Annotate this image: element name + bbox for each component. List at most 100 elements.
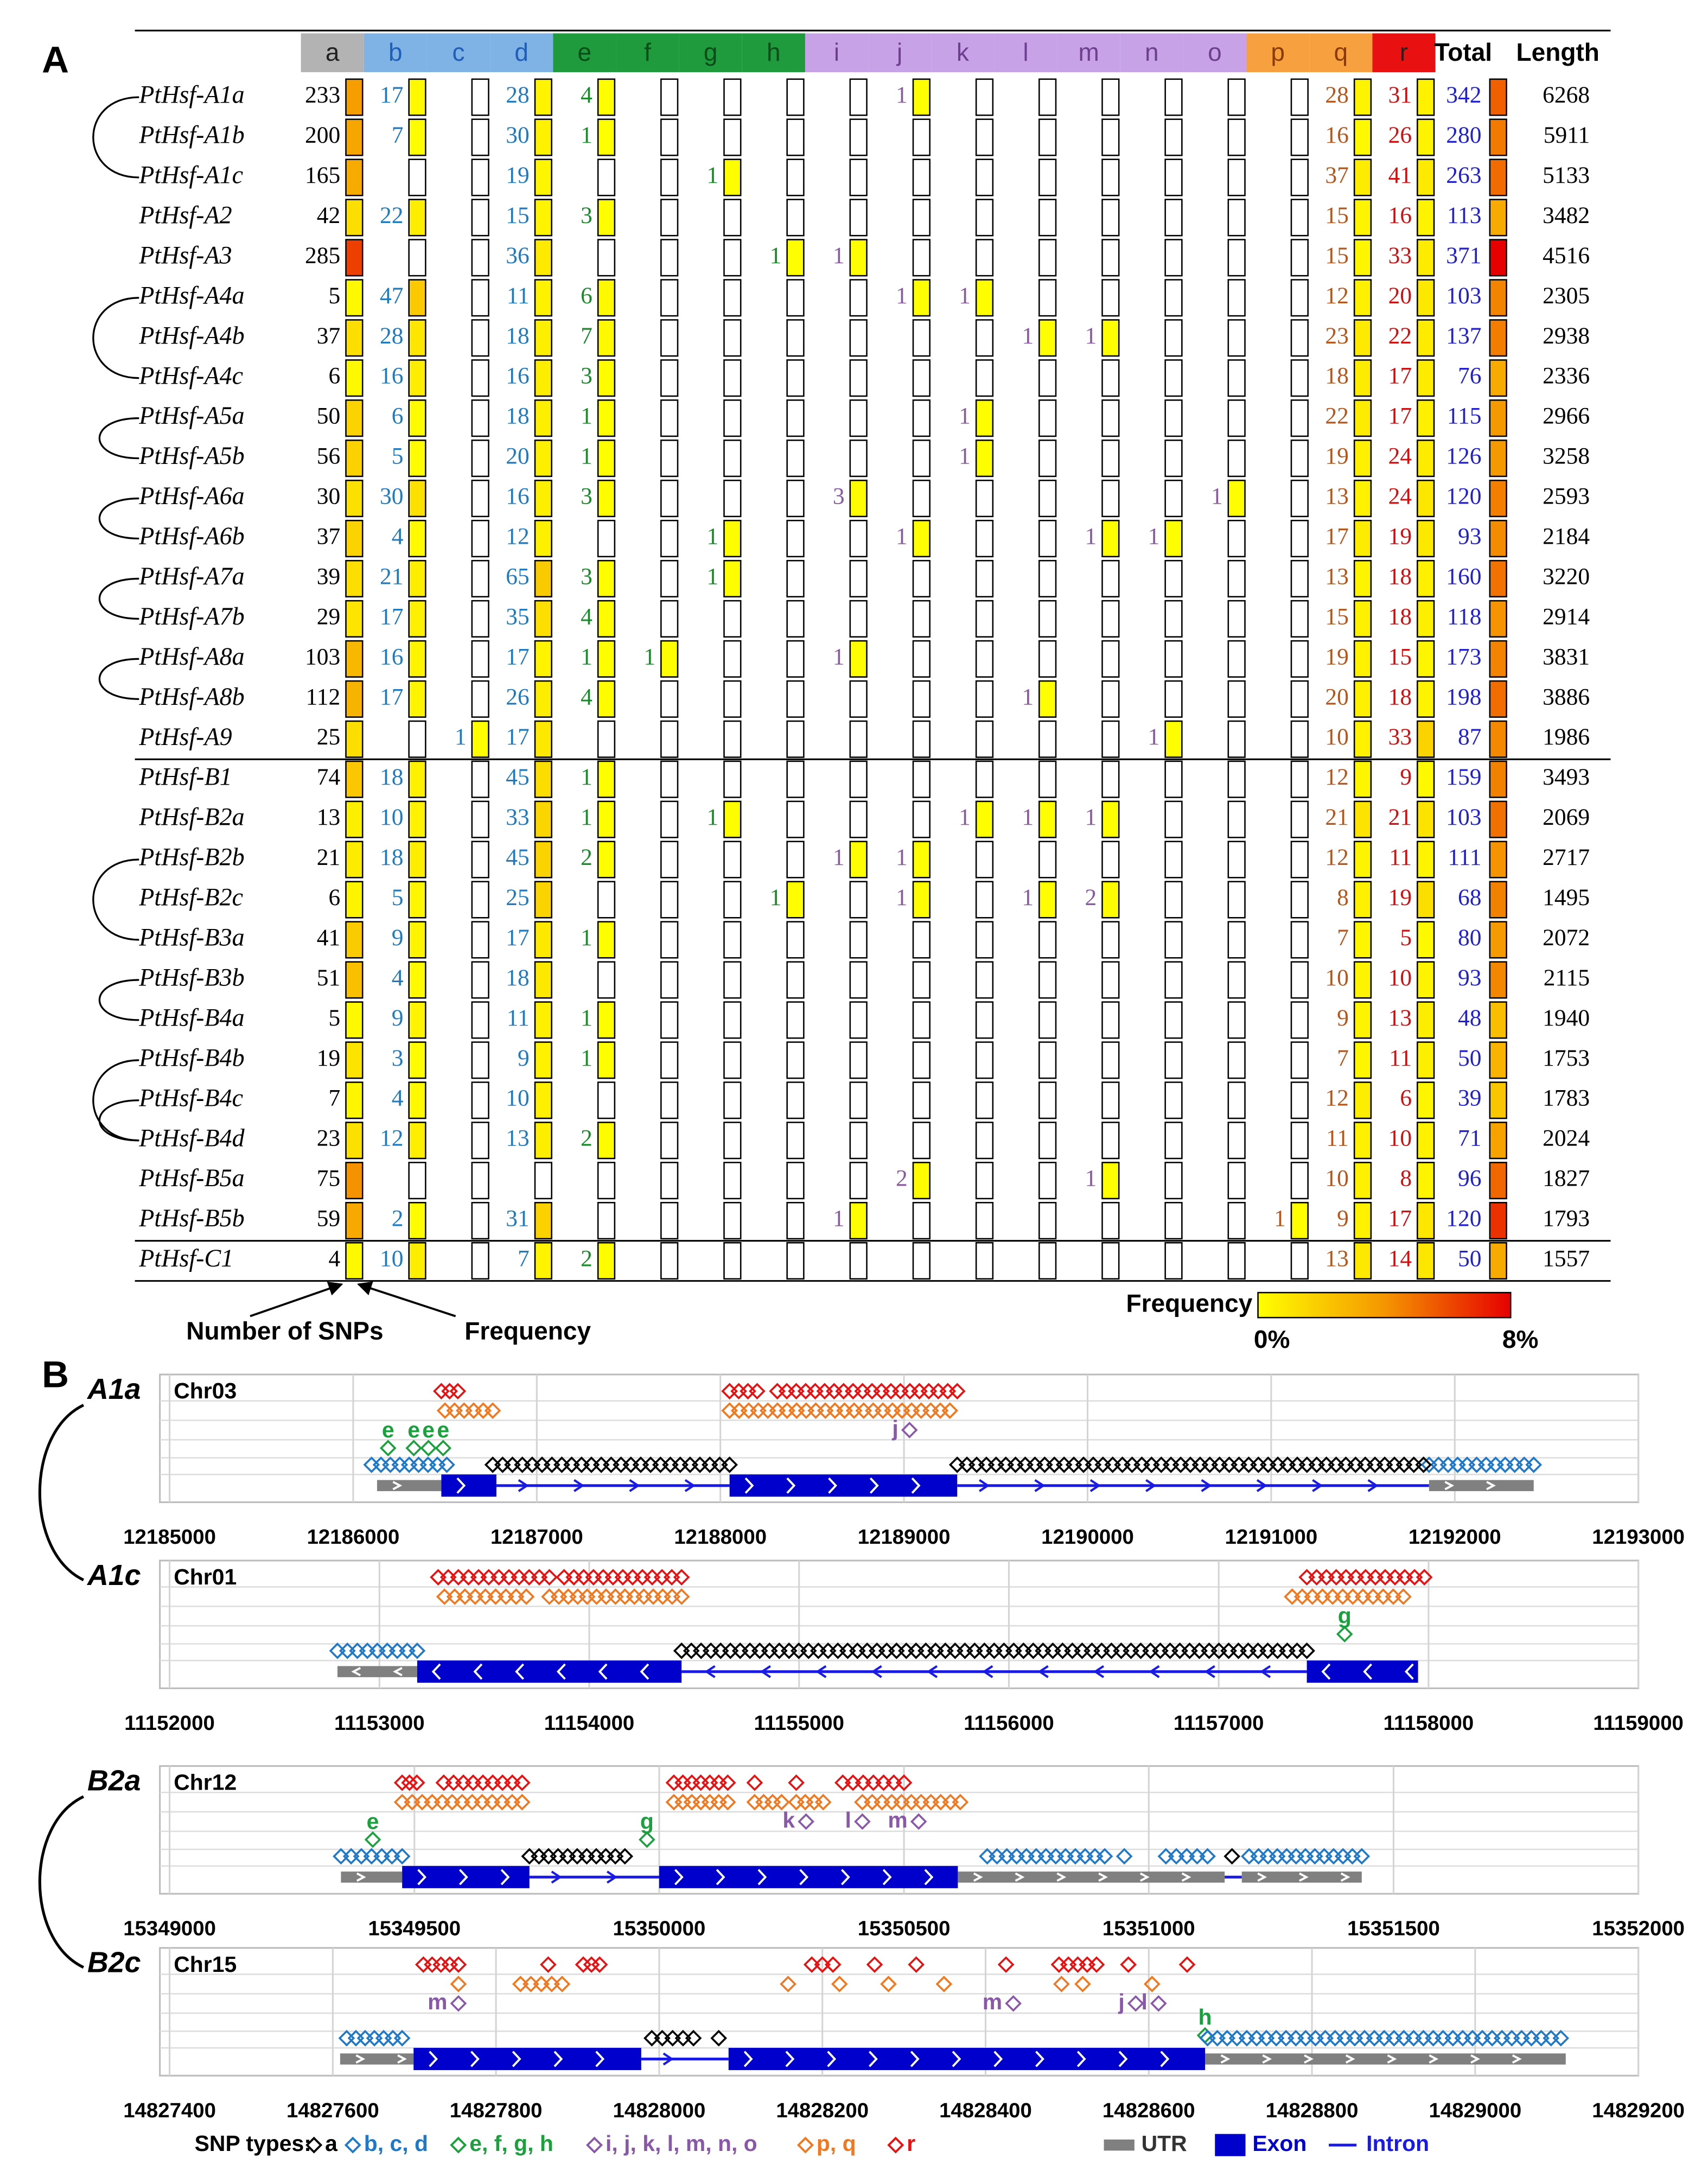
column-header-band <box>490 33 553 73</box>
frequency-cell <box>975 1162 994 1200</box>
strand-chevron <box>393 1667 403 1677</box>
x-tick-label: 12193000 <box>1592 1525 1685 1549</box>
snp-count: 3 <box>581 483 592 510</box>
gene-length: 2593 <box>1543 483 1590 510</box>
frequency-cell <box>1417 1081 1435 1119</box>
frequency-cell <box>1353 720 1372 758</box>
frequency-cell <box>1417 600 1435 638</box>
snp-count: 13 <box>1325 1246 1348 1272</box>
frequency-cell <box>849 399 868 437</box>
frequency-cell <box>723 800 742 838</box>
snp-marker <box>435 1440 452 1457</box>
strand-chevron <box>1181 1872 1191 1882</box>
annotation: Frequency <box>464 1316 591 1345</box>
utr <box>1205 2053 1566 2065</box>
legend-title: SNP types: <box>195 2131 311 2156</box>
frequency-cell <box>1417 760 1435 798</box>
frequency-cell <box>912 1242 931 1280</box>
column-header: b <box>388 38 403 66</box>
snp-count: 1 <box>1211 483 1223 510</box>
frequency-cell <box>345 118 364 156</box>
snp-label: e <box>437 1417 449 1442</box>
frequency-cell <box>1227 78 1246 116</box>
snp-count: 20 <box>506 443 529 469</box>
snp-count: 14 <box>1388 1246 1412 1272</box>
frequency-cell <box>786 359 805 397</box>
frequency-cell <box>975 680 994 718</box>
total-count: 173 <box>1446 644 1481 670</box>
snp-count: 18 <box>1325 363 1348 389</box>
frequency-cell <box>1101 78 1120 116</box>
snp-count: 30 <box>506 122 529 148</box>
x-tick-label: 11155000 <box>754 1711 844 1735</box>
frequency-cell <box>408 559 426 597</box>
snp-count: 19 <box>1325 443 1348 469</box>
gene-name: PtHsf-A8a <box>138 642 244 670</box>
snp-count: 1 <box>1148 523 1160 549</box>
frequency-cell <box>1164 559 1183 597</box>
frequency-cell <box>912 1162 931 1200</box>
column-header-band <box>1120 33 1183 73</box>
snp-count: 1 <box>707 563 719 589</box>
frequency-cell <box>1038 720 1057 758</box>
column-header-band <box>742 33 805 73</box>
snp-marker <box>575 1956 608 1973</box>
frequency-cell <box>1038 519 1057 558</box>
frequency-cell <box>1417 239 1435 277</box>
paralog-arc <box>92 297 139 379</box>
strand-chevron <box>351 1667 361 1677</box>
frequency-cell <box>660 78 679 116</box>
snp-count: 17 <box>380 603 403 629</box>
snp-label: g <box>640 1809 654 1834</box>
frequency-cell <box>786 680 805 718</box>
snp-marker <box>450 1976 467 1993</box>
snp-count: 1 <box>581 925 592 951</box>
snp-count: 1 <box>1085 323 1097 349</box>
frequency-cell <box>471 600 489 638</box>
snp-count: 47 <box>380 283 403 309</box>
panel-label: B <box>42 1353 69 1395</box>
frequency-cell <box>912 841 931 879</box>
snp-count: 19 <box>1325 644 1348 670</box>
frequency-cell <box>1290 319 1309 357</box>
snp-count: 22 <box>1325 403 1348 429</box>
snp-marker <box>430 1569 558 1586</box>
frequency-cell <box>1489 78 1507 116</box>
total-count: 159 <box>1446 764 1481 790</box>
strand-chevron <box>1056 1872 1067 1882</box>
snp-count: 19 <box>317 1045 340 1071</box>
frequency-cell <box>1290 1001 1309 1039</box>
frequency-cell <box>471 279 489 317</box>
frequency-cell <box>1038 118 1057 156</box>
frequency-cell <box>471 921 489 959</box>
strand-chevron <box>1118 2051 1128 2067</box>
snp-count: 24 <box>1388 443 1412 469</box>
snp-count: 16 <box>1388 202 1412 228</box>
snp-marker <box>1050 1956 1105 1973</box>
snp-count: 2 <box>392 1206 404 1232</box>
utr <box>1429 1480 1534 1492</box>
snp-count: 28 <box>1325 82 1348 108</box>
frequency-cell <box>1353 800 1372 838</box>
frequency-cell <box>1227 319 1246 357</box>
frequency-cell <box>975 118 994 156</box>
snp-count: 21 <box>1325 804 1348 830</box>
x-tick-label: 12191000 <box>1225 1525 1318 1549</box>
legend-label: b, c, d <box>364 2131 428 2156</box>
frequency-cell <box>1417 359 1435 397</box>
gene-name: PtHsf-A8b <box>138 683 244 710</box>
snp-count: 13 <box>317 804 340 830</box>
snp-label: m <box>983 1989 1002 2014</box>
frequency-cell <box>912 720 931 758</box>
snp-count: 10 <box>380 804 403 830</box>
frequency-cell <box>1353 319 1372 357</box>
frequency-cell <box>408 1041 426 1079</box>
snp-count: 1 <box>1022 884 1034 911</box>
frequency-cell <box>660 559 679 597</box>
intron-arrow <box>684 1479 696 1492</box>
snp-count: 18 <box>1388 603 1412 629</box>
snp-count: 1 <box>770 243 782 269</box>
legend-label: p, q <box>817 2131 856 2156</box>
snp-count: 17 <box>506 644 529 670</box>
snp-marker <box>880 1976 897 1993</box>
